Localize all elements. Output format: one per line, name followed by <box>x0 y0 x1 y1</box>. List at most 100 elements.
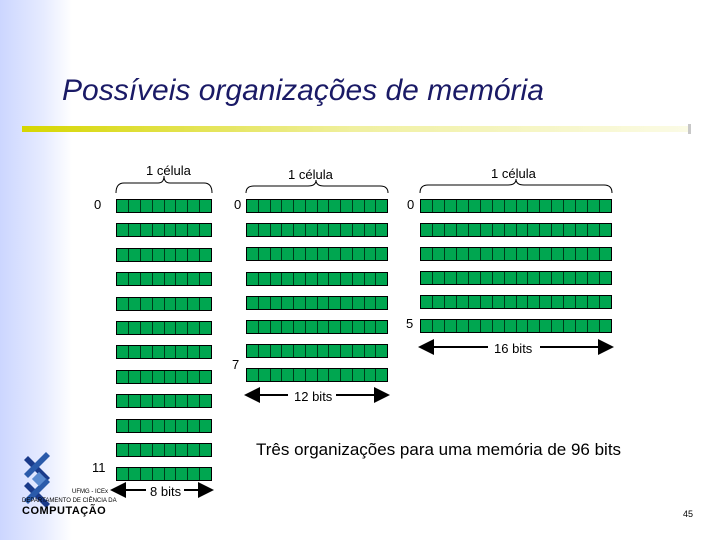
bit <box>164 224 177 237</box>
bit <box>128 248 141 261</box>
bit <box>576 200 589 212</box>
bit <box>128 419 141 432</box>
bit <box>540 296 553 308</box>
logo-mark <box>24 452 50 508</box>
bit <box>341 321 353 333</box>
bit <box>456 200 469 212</box>
bit <box>200 224 211 237</box>
bit <box>432 296 445 308</box>
bit <box>258 369 271 382</box>
bit <box>352 321 365 333</box>
bit <box>200 248 211 261</box>
bit <box>329 321 341 333</box>
bit <box>444 296 457 308</box>
org8-brace-label: 1 célula <box>146 163 191 178</box>
bit <box>600 248 611 260</box>
bit <box>270 296 283 309</box>
bit <box>364 321 377 333</box>
bit <box>432 272 445 284</box>
bit <box>528 248 541 260</box>
bit <box>341 272 353 285</box>
org12-brace <box>245 179 389 194</box>
bit <box>576 248 589 260</box>
bit <box>317 369 330 382</box>
org8-first-index: 0 <box>94 197 102 212</box>
bit <box>341 248 353 261</box>
bit <box>564 248 577 260</box>
bit <box>480 320 493 332</box>
bit <box>128 224 141 237</box>
bit <box>352 272 365 285</box>
bit <box>200 419 211 432</box>
bit <box>294 296 306 309</box>
bit <box>376 272 387 285</box>
bit <box>516 320 529 332</box>
bit <box>270 272 283 285</box>
bit <box>540 200 553 212</box>
bit <box>140 297 153 310</box>
bit <box>258 272 271 285</box>
bit <box>456 248 469 260</box>
bit <box>282 369 294 382</box>
bit <box>140 224 153 237</box>
bit <box>152 346 165 359</box>
bit <box>305 345 318 358</box>
bit <box>317 248 330 261</box>
bit <box>200 297 211 310</box>
bit <box>140 468 153 481</box>
bit <box>282 224 294 237</box>
bit <box>444 272 457 284</box>
bit <box>364 345 377 358</box>
bit <box>317 224 330 237</box>
bit <box>588 296 601 308</box>
bit <box>258 200 271 212</box>
bit <box>364 248 377 261</box>
bit <box>480 200 493 212</box>
bit <box>564 272 577 284</box>
bit <box>600 296 611 308</box>
org8-memory-cell <box>116 247 212 262</box>
bit <box>317 321 330 333</box>
bit <box>117 346 129 359</box>
bit <box>247 296 259 309</box>
logo-line2: DEPARTAMENTO DE CIÊNCIA DA <box>22 498 117 504</box>
bit <box>329 272 341 285</box>
bit <box>128 322 141 334</box>
bit <box>376 369 387 382</box>
bit <box>282 272 294 285</box>
bit <box>200 200 211 212</box>
bit <box>176 322 189 334</box>
bit <box>152 200 165 212</box>
bit <box>188 444 201 456</box>
bit <box>352 200 365 212</box>
bit <box>128 273 141 286</box>
bit <box>128 346 141 359</box>
bit <box>364 272 377 285</box>
bit <box>200 370 211 383</box>
bit <box>152 322 165 334</box>
bit <box>329 296 341 309</box>
bit <box>117 273 129 286</box>
bit <box>164 200 177 212</box>
bit <box>588 320 601 332</box>
bit <box>376 248 387 261</box>
bit <box>540 248 553 260</box>
bit <box>468 248 481 260</box>
bit <box>528 272 541 284</box>
bit <box>317 296 330 309</box>
bit <box>152 273 165 286</box>
org12-memory-cell <box>246 320 388 334</box>
bit <box>468 320 481 332</box>
bit <box>352 224 365 237</box>
figure-caption: Três organizações para uma memória de 96… <box>256 440 622 459</box>
bit <box>188 395 201 408</box>
bit <box>200 395 211 408</box>
bit <box>588 272 601 284</box>
bit <box>552 272 565 284</box>
bit <box>188 322 201 334</box>
bit <box>341 200 353 212</box>
org16-memory-cell <box>420 223 612 237</box>
bit <box>200 444 211 456</box>
bit <box>552 248 565 260</box>
bit <box>600 200 611 212</box>
